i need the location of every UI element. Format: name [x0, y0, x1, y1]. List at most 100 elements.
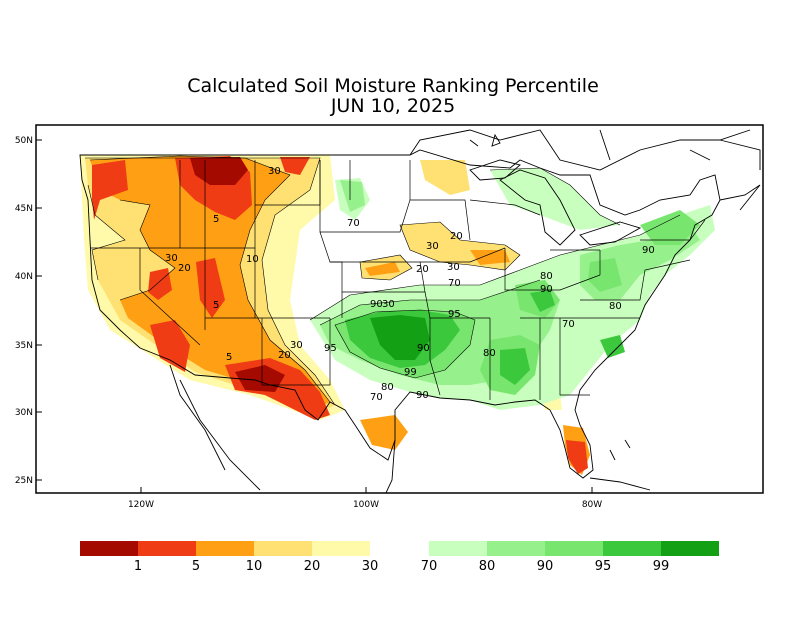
great-lakes	[499, 169, 576, 246]
legend-swatch-wet	[429, 541, 487, 556]
baja	[169, 364, 226, 471]
lon-tick-label: 120W	[128, 500, 154, 510]
us-outline	[79, 149, 721, 479]
legend-swatch-wet	[661, 541, 719, 556]
contour-label: 5	[226, 352, 232, 363]
lake-erie	[579, 221, 642, 246]
wet-region-coast	[600, 335, 625, 358]
legend-label: 20	[304, 559, 321, 574]
contour-label: 30	[426, 241, 439, 252]
contour-label: 5	[213, 300, 219, 311]
lat-tick-label: 25N	[15, 476, 33, 486]
contour-label: 90	[370, 299, 383, 310]
dry-region-kansas-10	[365, 262, 400, 276]
hudson	[689, 149, 711, 161]
contour-label: 99	[404, 367, 417, 378]
legend-label: 1	[134, 559, 142, 574]
wet-region-99-se	[500, 348, 530, 385]
legend-label: 99	[653, 559, 670, 574]
legend-color-bar	[80, 541, 719, 556]
contour-label: 70	[347, 218, 360, 229]
dry-region-dakota	[420, 160, 470, 195]
longitude-tick-labels: 120W 100W 80W	[128, 500, 602, 510]
wet-region-70-northeast	[490, 168, 620, 230]
legend-label: 30	[362, 559, 379, 574]
contour-label: 30	[268, 166, 281, 177]
mexico-gulf-coast	[385, 439, 396, 493]
dry-region-5-northwest	[92, 160, 128, 220]
wet-region-90-ne	[640, 210, 700, 245]
contour-label: 70	[562, 319, 575, 330]
nova-scotia	[719, 184, 761, 211]
cuba	[589, 477, 651, 491]
dry-region-1-idaho	[190, 157, 248, 185]
contour-label: 90	[540, 284, 553, 295]
contour-label: 20	[416, 264, 429, 275]
wet-region-95-ky	[530, 290, 555, 312]
contour-label: 80	[540, 271, 553, 282]
dry-region-5-socal	[150, 320, 190, 372]
contour-label: 90	[642, 245, 655, 256]
map-frame	[35, 124, 764, 494]
legend-label: 5	[192, 559, 200, 574]
contour-label: 80	[483, 348, 496, 359]
bahamas	[609, 439, 631, 461]
legend-label: 95	[595, 559, 612, 574]
contour-label: 90	[416, 390, 429, 401]
legend-swatch-dry	[138, 541, 196, 556]
lake-superior	[469, 159, 521, 181]
lat-tick-label: 30N	[15, 408, 33, 418]
lat-tick-label: 40N	[15, 272, 33, 282]
map-area: 30 5 70 30 20 30 10 20 5 30 20 70 5 90 3…	[36, 125, 763, 493]
legend-swatch-wet	[603, 541, 661, 556]
legend-label: 80	[479, 559, 496, 574]
contour-label: 10	[246, 254, 259, 265]
state-boundaries	[90, 160, 706, 400]
dry-shading	[80, 155, 590, 475]
contour-label: 90	[417, 343, 430, 354]
dry-region-5-utah	[196, 258, 225, 318]
contour-label: 80	[381, 382, 394, 393]
map-title-line2: JUN 10, 2025	[330, 95, 455, 117]
lon-tick-label: 100W	[353, 500, 379, 510]
contour-label: 70	[370, 392, 383, 403]
legend-swatch-dry	[80, 541, 138, 556]
latitude-tick-labels: 50N 45N 40N 35N 30N 25N	[15, 136, 33, 486]
contour-label: 30	[165, 253, 178, 264]
legend-labels: 1 5 10 20 30 70 80 90 95 99	[134, 559, 669, 574]
longitude-axis	[140, 487, 593, 493]
lat-tick-label: 50N	[15, 136, 33, 146]
legend-swatch-dry	[254, 541, 312, 556]
contour-label: 80	[609, 301, 622, 312]
lat-tick-label: 35N	[15, 341, 33, 351]
dry-region-plains-10	[470, 250, 510, 265]
lon-tick-label: 80W	[582, 500, 602, 510]
contour-label: 20	[450, 231, 463, 242]
contour-label: 30	[382, 299, 395, 310]
dry-region-florida-5	[566, 440, 588, 474]
lat-tick-label: 45N	[15, 204, 33, 214]
legend-swatch-wet	[545, 541, 603, 556]
wet-region-90-ohio	[588, 258, 622, 292]
wet-shading	[310, 168, 715, 410]
legend-label: 70	[421, 559, 438, 574]
legend-label: 90	[537, 559, 554, 574]
map-title-line1: Calculated Soil Moisture Ranking Percent…	[187, 75, 599, 97]
dry-region-5-montana	[280, 157, 310, 175]
contour-labels: 30 5 70 30 20 30 10 20 5 30 20 70 5 90 3…	[165, 166, 655, 403]
dry-region-texas-south	[360, 415, 408, 450]
contour-label: 20	[278, 350, 291, 361]
contour-label: 30	[290, 340, 303, 351]
legend-swatch-wet	[487, 541, 545, 556]
canada-border	[409, 129, 751, 171]
legend-swatch-dry	[196, 541, 254, 556]
contour-label: 5	[213, 214, 219, 225]
wet-region-mid	[340, 180, 365, 212]
contour-label: 95	[324, 343, 337, 354]
contour-label: 95	[448, 309, 461, 320]
newfoundland	[719, 139, 761, 170]
latitude-axis	[36, 139, 42, 481]
contour-label: 30	[447, 262, 460, 273]
coastlines	[79, 129, 761, 493]
